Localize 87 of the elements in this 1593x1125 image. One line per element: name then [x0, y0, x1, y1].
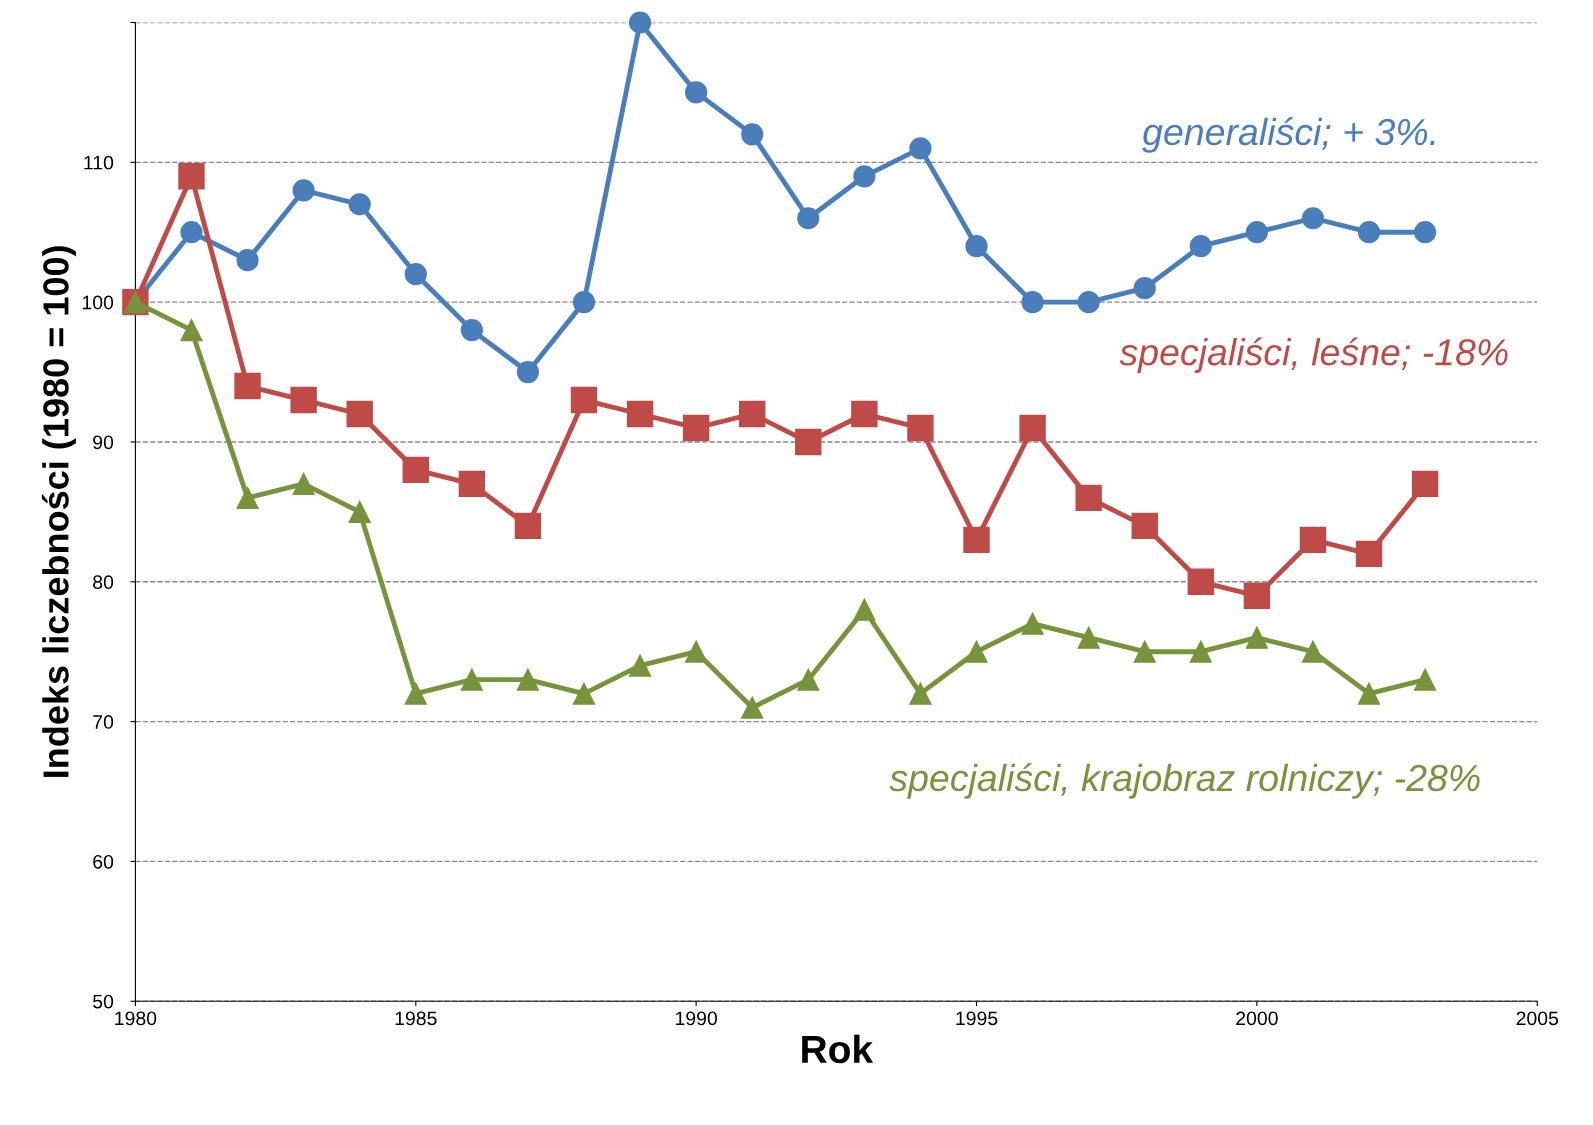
- y-axis-title: Indeks liczebności (1980 = 100): [41, 246, 76, 777]
- point: [346, 400, 373, 428]
- point: [853, 598, 876, 621]
- x-tick-label: 1990: [676, 1011, 718, 1026]
- point: [572, 291, 596, 314]
- point: [292, 179, 315, 202]
- y-tick-label: 70: [93, 715, 114, 729]
- point: [965, 235, 988, 258]
- point: [1019, 414, 1046, 442]
- point: [739, 400, 766, 428]
- series-label: generaliści; + 3%.: [1142, 117, 1435, 153]
- point: [1301, 207, 1325, 230]
- point: [1301, 640, 1325, 663]
- point: [572, 682, 596, 705]
- point: [514, 512, 542, 540]
- x-axis-title: Rok: [802, 1034, 874, 1064]
- x-tick-label: 1995: [956, 1011, 998, 1026]
- point: [404, 263, 427, 286]
- y-tick-label: 80: [93, 575, 114, 590]
- text: specjaliści, leśne; -18%: [1119, 337, 1508, 373]
- point: [1131, 512, 1158, 540]
- point: [1075, 484, 1102, 512]
- y-tick-label: 50: [93, 994, 114, 1009]
- point: [516, 360, 540, 384]
- point: [965, 640, 988, 663]
- point: [685, 640, 708, 663]
- point: [626, 400, 654, 428]
- x-tick-label: 1985: [395, 1011, 437, 1026]
- point: [348, 500, 371, 523]
- point: [853, 165, 876, 188]
- point: [460, 668, 483, 691]
- point: [290, 386, 317, 414]
- point: [180, 221, 203, 244]
- point: [1077, 291, 1100, 314]
- point: [1357, 682, 1381, 705]
- x-tick-label: 2005: [1516, 1011, 1559, 1026]
- point: [909, 682, 932, 705]
- point: [234, 372, 261, 400]
- point: [1355, 540, 1383, 568]
- point: [963, 526, 990, 554]
- y-tick-label: 60: [93, 854, 114, 869]
- point: [236, 486, 259, 510]
- point: [1357, 221, 1381, 244]
- point: [797, 207, 820, 230]
- y-tick-label: 90: [93, 435, 114, 450]
- point: [1077, 626, 1100, 649]
- point: [1299, 526, 1327, 554]
- point: [741, 123, 764, 146]
- point: [1021, 612, 1044, 635]
- point: [795, 428, 822, 456]
- point: [628, 11, 652, 34]
- point: [516, 668, 540, 691]
- point: [458, 470, 486, 498]
- point: [628, 654, 652, 677]
- x-tick-label: 2000: [1236, 1011, 1278, 1026]
- point: [797, 668, 820, 691]
- point: [236, 249, 259, 272]
- point: [1245, 626, 1268, 649]
- point: [1133, 277, 1156, 300]
- point: [460, 318, 483, 342]
- point: [1189, 235, 1212, 258]
- point: [1189, 640, 1212, 663]
- point: [1413, 221, 1437, 244]
- x-tick-label: 1980: [115, 1011, 157, 1026]
- point: [741, 696, 764, 719]
- point: [570, 386, 598, 414]
- series-label: specjaliści, krajobraz rolniczy; -28%: [889, 763, 1480, 799]
- point: [348, 193, 371, 216]
- point: [1411, 470, 1439, 498]
- point: [404, 682, 427, 705]
- point: [1245, 221, 1268, 244]
- point: [178, 163, 205, 190]
- point: [1187, 568, 1214, 595]
- y-tick-label: 110: [84, 155, 114, 170]
- point: [1413, 668, 1437, 691]
- point: [685, 81, 708, 104]
- point: [907, 414, 934, 442]
- point: [851, 400, 878, 428]
- y-tick-label: 100: [82, 295, 114, 310]
- point: [402, 456, 429, 484]
- point: [682, 414, 710, 442]
- point: [909, 137, 932, 160]
- point: [1021, 291, 1044, 314]
- point: [292, 472, 315, 496]
- point: [1243, 582, 1271, 609]
- point: [1133, 640, 1156, 663]
- point: [180, 318, 203, 342]
